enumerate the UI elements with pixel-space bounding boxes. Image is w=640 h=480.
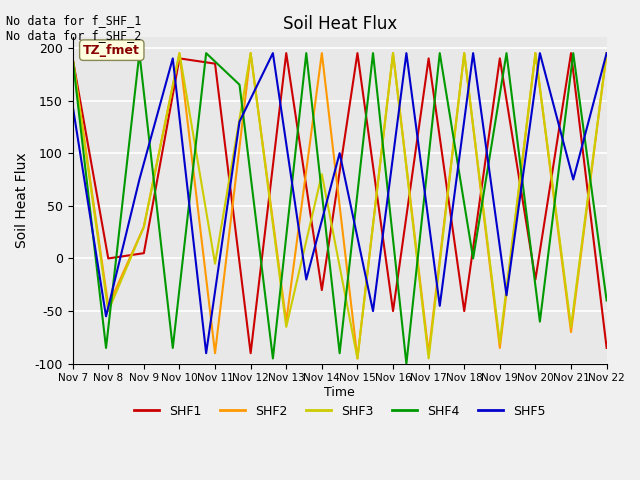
Line: SHF2: SHF2 bbox=[73, 53, 607, 359]
Y-axis label: Soil Heat Flux: Soil Heat Flux bbox=[15, 153, 29, 248]
SHF5 bbox=[469, 50, 477, 56]
SHF4 bbox=[236, 82, 243, 87]
SHF4 bbox=[169, 345, 177, 351]
SHF3 bbox=[69, 56, 77, 61]
SHF1 bbox=[425, 56, 433, 61]
SHF1 bbox=[353, 50, 361, 56]
Text: No data for f_SHF_1
No data for f_SHF_2: No data for f_SHF_1 No data for f_SHF_2 bbox=[6, 14, 142, 42]
SHF5 bbox=[336, 150, 344, 156]
SHF5 bbox=[536, 50, 544, 56]
Line: SHF4: SHF4 bbox=[73, 53, 607, 364]
SHF5 bbox=[369, 308, 377, 314]
SHF2 bbox=[282, 319, 290, 324]
SHF3 bbox=[425, 356, 433, 361]
SHF3 bbox=[140, 224, 148, 230]
SHF4 bbox=[469, 255, 477, 261]
SHF3 bbox=[104, 308, 112, 314]
SHF5 bbox=[502, 292, 510, 298]
SHF1 bbox=[567, 50, 575, 56]
SHF5 bbox=[403, 50, 410, 56]
SHF2 bbox=[69, 56, 77, 61]
SHF5 bbox=[236, 119, 243, 124]
SHF3 bbox=[567, 324, 575, 330]
SHF3 bbox=[282, 324, 290, 330]
SHF2 bbox=[389, 50, 397, 56]
SHF1 bbox=[175, 56, 183, 61]
SHF2 bbox=[175, 50, 183, 56]
SHF3 bbox=[247, 50, 255, 56]
SHF3 bbox=[389, 50, 397, 56]
SHF1 bbox=[532, 276, 540, 282]
Line: SHF3: SHF3 bbox=[73, 53, 607, 359]
SHF1 bbox=[496, 56, 504, 61]
SHF1 bbox=[211, 61, 219, 67]
SHF1 bbox=[389, 308, 397, 314]
SHF2 bbox=[460, 50, 468, 56]
SHF3 bbox=[175, 50, 183, 56]
SHF4 bbox=[336, 350, 344, 356]
Line: SHF5: SHF5 bbox=[73, 53, 607, 353]
SHF1 bbox=[247, 350, 255, 356]
SHF4 bbox=[269, 356, 276, 361]
SHF1 bbox=[282, 50, 290, 56]
SHF5 bbox=[102, 313, 110, 319]
SHF5 bbox=[303, 276, 310, 282]
Line: SHF1: SHF1 bbox=[73, 53, 607, 353]
SHF5 bbox=[436, 303, 444, 309]
SHF2 bbox=[496, 345, 504, 351]
X-axis label: Time: Time bbox=[324, 386, 355, 399]
SHF2 bbox=[104, 303, 112, 309]
SHF2 bbox=[140, 224, 148, 230]
SHF1 bbox=[69, 56, 77, 61]
SHF3 bbox=[532, 50, 540, 56]
SHF3 bbox=[211, 261, 219, 266]
SHF4 bbox=[570, 50, 577, 56]
SHF4 bbox=[136, 50, 143, 56]
SHF5 bbox=[69, 103, 77, 108]
SHF3 bbox=[603, 50, 611, 56]
SHF3 bbox=[496, 340, 504, 346]
SHF1 bbox=[460, 308, 468, 314]
Text: TZ_fmet: TZ_fmet bbox=[83, 44, 140, 57]
SHF5 bbox=[169, 56, 177, 61]
SHF5 bbox=[603, 50, 611, 56]
SHF4 bbox=[603, 298, 611, 303]
SHF5 bbox=[202, 350, 210, 356]
SHF1 bbox=[104, 255, 112, 261]
SHF5 bbox=[570, 177, 577, 182]
SHF2 bbox=[425, 350, 433, 356]
SHF4 bbox=[369, 50, 377, 56]
SHF4 bbox=[502, 50, 510, 56]
SHF1 bbox=[603, 345, 611, 351]
SHF2 bbox=[532, 50, 540, 56]
SHF4 bbox=[436, 50, 444, 56]
SHF3 bbox=[353, 356, 361, 361]
SHF2 bbox=[318, 50, 326, 56]
SHF5 bbox=[269, 50, 276, 56]
Title: Soil Heat Flux: Soil Heat Flux bbox=[282, 15, 397, 33]
SHF2 bbox=[211, 350, 219, 356]
SHF2 bbox=[567, 329, 575, 335]
SHF2 bbox=[353, 356, 361, 361]
SHF1 bbox=[140, 250, 148, 256]
SHF4 bbox=[102, 345, 110, 351]
SHF1 bbox=[318, 287, 326, 293]
SHF3 bbox=[460, 50, 468, 56]
SHF5 bbox=[136, 177, 143, 182]
SHF4 bbox=[536, 319, 544, 324]
SHF4 bbox=[69, 56, 77, 61]
SHF4 bbox=[202, 50, 210, 56]
SHF4 bbox=[403, 361, 410, 367]
SHF2 bbox=[603, 50, 611, 56]
SHF3 bbox=[318, 171, 326, 177]
SHF4 bbox=[303, 50, 310, 56]
SHF2 bbox=[247, 50, 255, 56]
Legend: SHF1, SHF2, SHF3, SHF4, SHF5: SHF1, SHF2, SHF3, SHF4, SHF5 bbox=[129, 400, 550, 423]
